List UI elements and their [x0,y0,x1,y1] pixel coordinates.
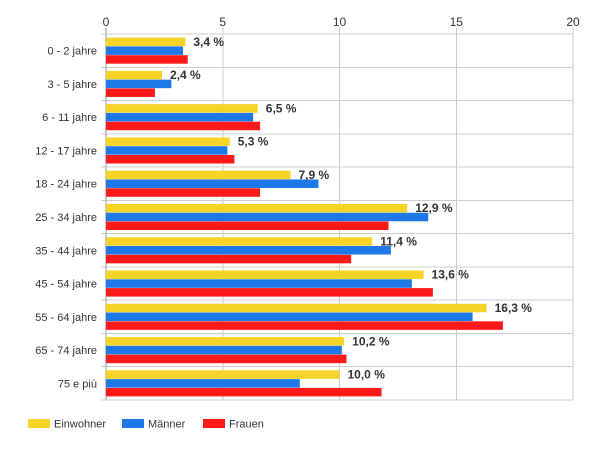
category-label: 0 - 2 jahre [47,46,97,58]
data-label: 13,6 % [432,268,470,282]
bar-einwohner [106,37,186,47]
x-axis-ticks: 0 5 10 15 20 [103,15,580,29]
bar-mnner [106,312,473,322]
bar-mnner [106,279,412,288]
bar-einwohner [106,70,163,80]
bar-einwohner [106,370,340,379]
bar-frauen [106,254,352,264]
bar-einwohner [106,104,258,113]
legend-label: Frauen [229,419,264,431]
bar-frauen [106,188,261,197]
bar-frauen [106,88,156,97]
bar-einwohner [106,203,408,213]
bar-mnner [106,112,254,122]
data-label: 3,4 % [193,35,224,49]
bar-einwohner [106,170,291,180]
category-label: 6 - 11 jahre [42,112,97,124]
bar-frauen [106,221,389,231]
legend-label: Einwohner [54,419,106,431]
data-label: 10,2 % [352,334,390,348]
data-label: 11,4 % [380,234,417,248]
legend-swatch [122,419,144,428]
bar-mnner [106,179,319,188]
bar-frauen [106,121,261,131]
bar-frauen [106,55,188,64]
bar-einwohner [106,270,424,279]
bar-mnner [106,212,429,222]
bar-mnner [106,246,391,255]
data-labels: 3,4 % 2,4 % 6,5 % 5,3 % 7,9 % 12,9 % 11,4 % 13,… [170,35,532,382]
bar-frauen [106,387,382,397]
bar-einwohner [106,337,345,346]
x-tick-label: 0 [103,15,110,29]
legend-label: Männer [148,419,186,431]
category-label: 75 e più [58,378,97,390]
bar-einwohner [106,237,373,246]
bar-mnner [106,146,228,155]
bar-frauen [106,155,235,164]
data-label: 2,4 % [170,68,201,82]
bar-mnner [106,79,172,89]
x-tick-label: 5 [219,15,226,29]
category-label: 65 - 74 jahre [35,345,97,357]
category-label: 3 - 5 jahre [47,79,97,91]
category-label: 18 - 24 jahre [35,179,97,191]
bar-frauen [106,321,503,330]
bars [106,37,503,397]
category-label: 45 - 54 jahre [35,279,97,291]
bar-mnner [106,345,342,355]
data-label: 5,3 % [238,135,269,149]
category-labels: 0 - 2 jahre 3 - 5 jahre 6 - 11 jahre 12 - 1… [35,46,97,391]
bar-mnner [106,46,184,55]
data-label: 16,3 % [495,301,533,315]
category-label: 35 - 44 jahre [35,245,97,257]
legend: Einwohner Männer Frauen [28,419,264,431]
data-label: 7,9 % [298,168,329,182]
data-label: 10,0 % [348,368,386,382]
x-tick-label: 10 [333,15,347,29]
bar-frauen [106,354,347,364]
category-label: 12 - 17 jahre [35,145,97,157]
data-label: 12,9 % [415,201,453,215]
bar-einwohner [106,137,230,146]
data-label: 6,5 % [266,101,297,115]
bar-einwohner [106,303,487,313]
bar-frauen [106,288,433,297]
x-tick-label: 20 [566,15,580,29]
category-label: 25 - 34 jahre [35,212,97,224]
x-tick-label: 15 [450,15,464,29]
category-label: 55 - 64 jahre [35,312,97,324]
bar-mnner [106,379,300,388]
legend-swatch [203,419,225,428]
legend-swatch [28,419,50,428]
